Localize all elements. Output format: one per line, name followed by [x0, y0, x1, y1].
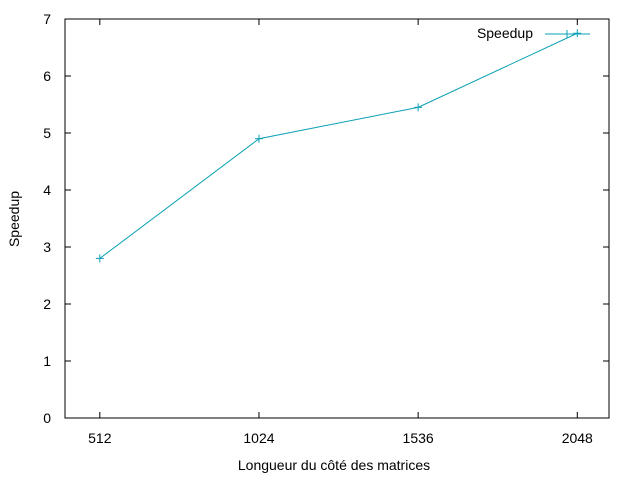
- plot-frame: [64, 18, 610, 419]
- x-tick-label: 1024: [243, 430, 274, 446]
- y-tick-label: 5: [43, 125, 51, 141]
- axis-ticks: [65, 18, 609, 419]
- legend: Speedup: [477, 25, 590, 41]
- series-line-speedup: [99, 32, 578, 259]
- y-tick-label: 6: [43, 68, 51, 84]
- data-point: [254, 134, 263, 143]
- legend-plus-marker: [563, 30, 571, 38]
- y-tick-label: 1: [43, 353, 51, 369]
- y-tick-label: 4: [43, 182, 51, 198]
- data-point: [414, 103, 423, 112]
- data-point: [95, 254, 104, 263]
- legend-marker: [563, 30, 571, 38]
- x-tick-label: 2048: [562, 430, 593, 446]
- x-tick-label: 1536: [403, 430, 434, 446]
- y-tick-label: 2: [43, 296, 51, 312]
- tick-labels: 0 1 2 3 4 5 6 7 512 1024 1536 2048: [43, 11, 593, 446]
- x-axis-label: Longueur du côté des matrices: [238, 457, 430, 473]
- y-tick-label: 3: [43, 239, 51, 255]
- y-tick-label: 0: [43, 410, 51, 426]
- y-axis-label: Speedup: [6, 191, 22, 247]
- legend-label-speedup: Speedup: [477, 25, 533, 41]
- data-point: [573, 29, 582, 38]
- x-tick-label: 512: [88, 430, 112, 446]
- y-tick-label: 7: [43, 11, 51, 27]
- series-layer: [95, 29, 582, 263]
